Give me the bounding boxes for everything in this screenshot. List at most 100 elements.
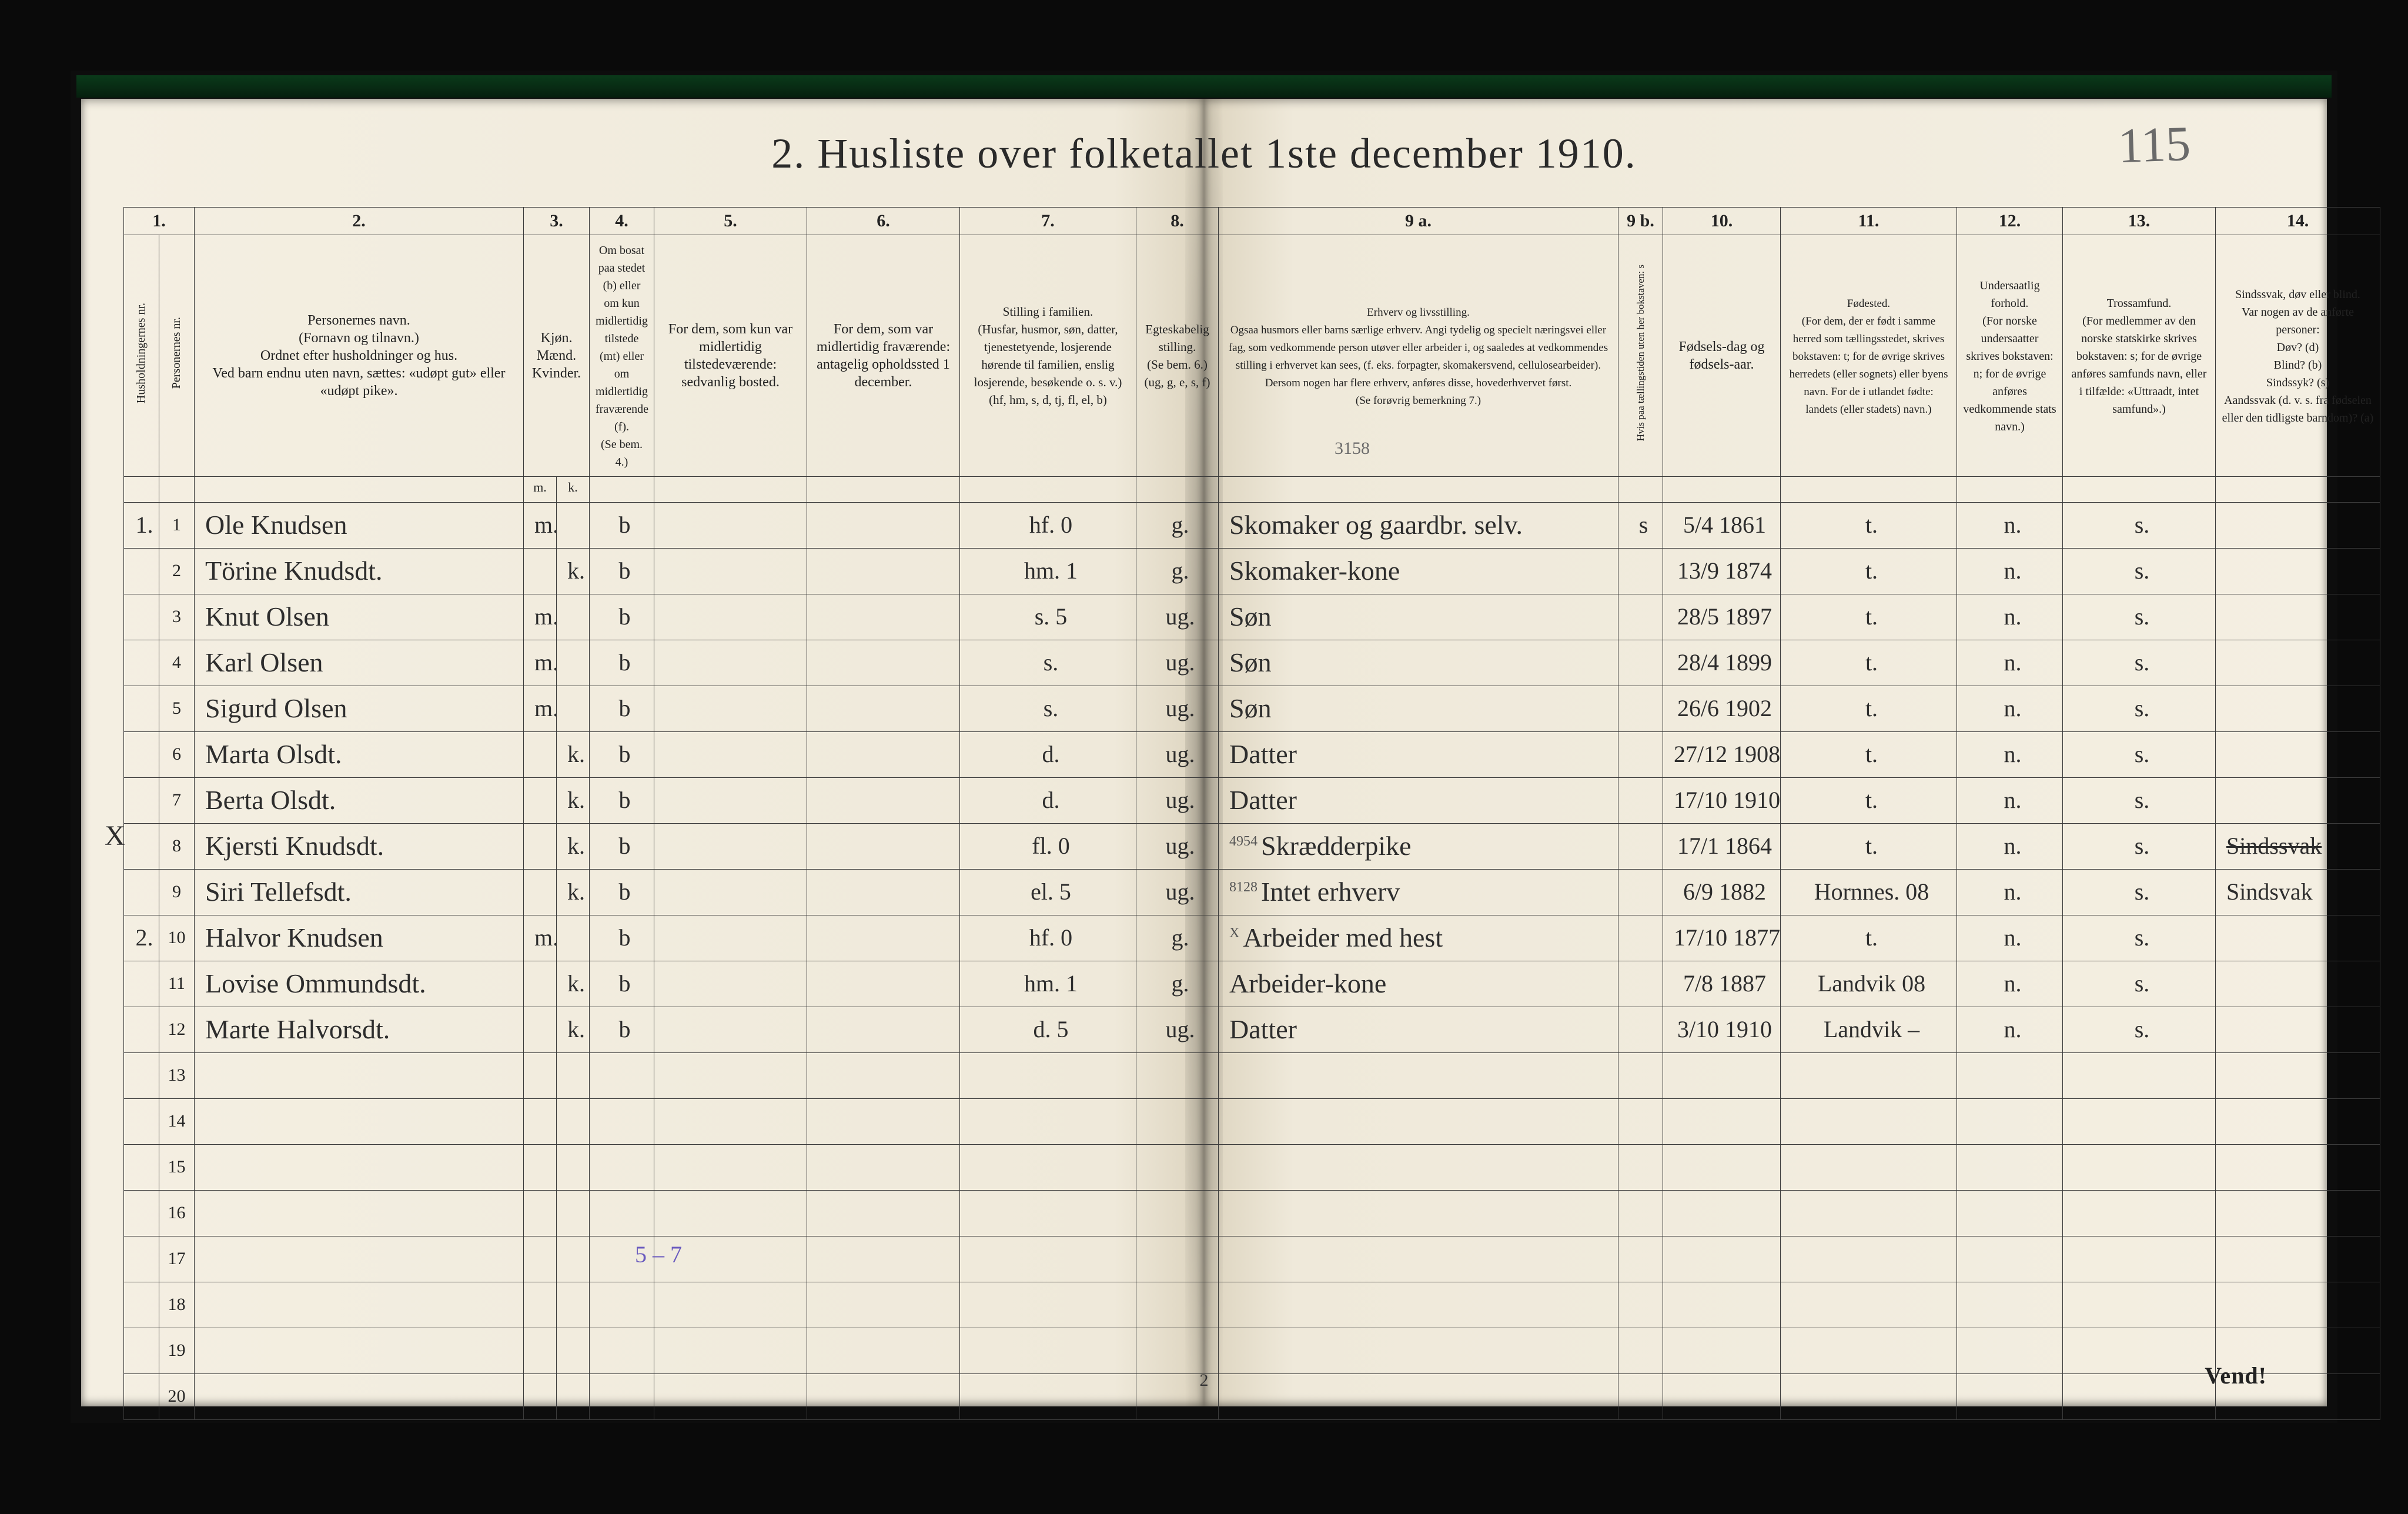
table-cell: n. <box>1957 594 2063 640</box>
table-cell <box>1219 1098 1618 1144</box>
table-cell <box>807 731 960 777</box>
table-cell <box>2063 1282 2216 1328</box>
colnum-9a: 9 a. <box>1219 208 1618 235</box>
table-cell <box>557 1190 590 1236</box>
table-cell <box>1781 1144 1957 1190</box>
table-cell: 17/10 1910 <box>1663 777 1781 823</box>
table-cell: b <box>590 594 654 640</box>
table-cell <box>2216 640 2380 686</box>
table-cell: s. <box>960 640 1136 686</box>
table-cell: b <box>590 686 654 731</box>
colnum-13: 13. <box>2063 208 2216 235</box>
hdr-11: Fødested. (For dem, der er født i samme … <box>1781 235 1957 476</box>
colnum-12: 12. <box>1957 208 2063 235</box>
table-cell: s. <box>2063 548 2216 594</box>
table-cell <box>1618 777 1663 823</box>
colnum-14: 14. <box>2216 208 2380 235</box>
table-cell <box>807 823 960 869</box>
table-cell <box>1663 1328 1781 1373</box>
table-cell <box>1663 1236 1781 1282</box>
table-cell: 18 <box>159 1282 195 1328</box>
table-cell: 12 <box>159 1007 195 1052</box>
table-cell: 17 <box>159 1236 195 1282</box>
table-cell <box>2063 1144 2216 1190</box>
table-cell <box>590 1144 654 1190</box>
table-cell <box>807 915 960 961</box>
table-cell: 2 <box>159 548 195 594</box>
table-cell <box>960 1098 1136 1144</box>
header-colnums: 1. 2. 3. 4. 5. 6. 7. 8. 9 a. 9 b. 10. 11… <box>124 208 2380 235</box>
table-cell <box>557 1052 590 1098</box>
table-cell: s. <box>2063 640 2216 686</box>
table-cell <box>1618 915 1663 961</box>
table-cell: Törine Knudsdt. <box>195 548 524 594</box>
table-cell <box>2216 777 2380 823</box>
table-cell <box>1957 1144 2063 1190</box>
table-cell: 14 <box>159 1098 195 1144</box>
table-cell <box>654 869 807 915</box>
table-cell: Sindssvak <box>2216 823 2380 869</box>
table-cell <box>124 961 159 1007</box>
table-cell: n. <box>1957 548 2063 594</box>
table-cell: t. <box>1781 823 1957 869</box>
table-cell: ug. <box>1136 594 1219 640</box>
table-cell <box>1663 1052 1781 1098</box>
table-cell: Siri Tellefsdt. <box>195 869 524 915</box>
table-cell: t. <box>1781 502 1957 548</box>
table-row: 13 <box>124 1052 2380 1098</box>
table-row: 9Siri Tellefsdt.k.bel. 5ug.8128Intet erh… <box>124 869 2380 915</box>
table-cell: Sindsvak <box>2216 869 2380 915</box>
table-cell <box>654 1328 807 1373</box>
table-cell: XArbeider med hest <box>1219 915 1618 961</box>
colnum-8: 8. <box>1136 208 1219 235</box>
table-cell: Landvik – <box>1781 1007 1957 1052</box>
table-cell <box>524 1190 557 1236</box>
table-cell <box>557 502 590 548</box>
colnum-10: 10. <box>1663 208 1781 235</box>
table-cell <box>1957 1282 2063 1328</box>
sub-blank-10 <box>1663 476 1781 502</box>
hdr-14: Sindssvak, døv eller blind. Var nogen av… <box>2216 235 2380 476</box>
table-cell <box>124 640 159 686</box>
table-cell: Sigurd Olsen <box>195 686 524 731</box>
table-cell <box>807 1328 960 1373</box>
hdr-4: Om bosat paa stedet (b) eller om kun mid… <box>590 235 654 476</box>
table-cell <box>1781 1190 1957 1236</box>
table-row: 8Kjersti Knudsdt.k.bfl. 0ug.4954Skrædder… <box>124 823 2380 869</box>
table-cell: 13/9 1874 <box>1663 548 1781 594</box>
table-cell: ug. <box>1136 1007 1219 1052</box>
table-cell: ug. <box>1136 640 1219 686</box>
table-cell <box>590 1052 654 1098</box>
table-cell: s. <box>2063 915 2216 961</box>
table-cell: k. <box>557 548 590 594</box>
foot-page-number: 2 <box>0 1371 2408 1391</box>
table-cell: t. <box>1781 640 1957 686</box>
table-cell <box>124 1328 159 1373</box>
table-cell <box>960 1190 1136 1236</box>
table-cell: 28/5 1897 <box>1663 594 1781 640</box>
table-cell: g. <box>1136 502 1219 548</box>
table-cell: hm. 1 <box>960 548 1136 594</box>
table-cell: n. <box>1957 823 2063 869</box>
table-cell <box>1136 1144 1219 1190</box>
table-cell: b <box>590 869 654 915</box>
table-cell <box>124 1282 159 1328</box>
table-cell <box>524 823 557 869</box>
table-cell <box>1136 1328 1219 1373</box>
table-cell <box>1618 1190 1663 1236</box>
header-labels: Husholdningernes nr. Personernes nr. Per… <box>124 235 2380 476</box>
table-cell <box>807 548 960 594</box>
colnum-9b: 9 b. <box>1618 208 1663 235</box>
table-cell <box>524 1328 557 1373</box>
table-cell <box>1781 1236 1957 1282</box>
table-cell <box>2216 548 2380 594</box>
table-cell <box>2216 1052 2380 1098</box>
table-cell: Kjersti Knudsdt. <box>195 823 524 869</box>
table-cell: 16 <box>159 1190 195 1236</box>
table-cell <box>2216 731 2380 777</box>
table-cell: 3 <box>159 594 195 640</box>
colnum-3: 3. <box>524 208 590 235</box>
table-cell: g. <box>1136 915 1219 961</box>
table-cell <box>124 1007 159 1052</box>
table-cell <box>1781 1282 1957 1328</box>
